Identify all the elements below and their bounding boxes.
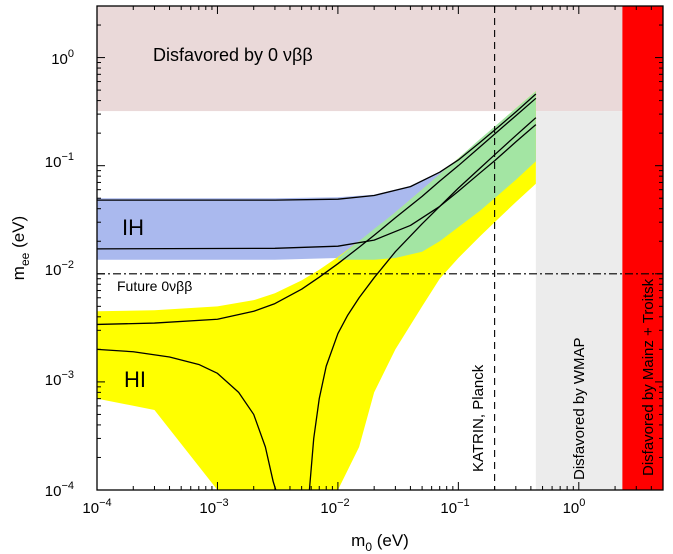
y-axis-label: mee (eV) (9, 216, 32, 280)
katrin-planck-label: KATRIN, Planck (470, 364, 487, 472)
plot-frame (96, 5, 664, 491)
y-tick-label: 10−3 (45, 369, 74, 389)
x-tick-label: 100 (563, 497, 586, 517)
region-label-0vbb: Disfavored by 0 νββ (153, 45, 313, 65)
y-tick-label: 10−4 (45, 480, 74, 500)
x-tick-label: 10−4 (82, 497, 111, 517)
region-disfavored-mainz-troitsk (622, 6, 663, 490)
region-label-wmap: Disfavored by WMAP (571, 337, 588, 480)
y-tick-labels: 10−4 10−3 10−2 10−1 100 (45, 48, 74, 500)
region-label-mainz-troitsk: Disfavored by Mainz + Troitsk (640, 278, 657, 476)
axis-ticks (96, 5, 664, 491)
y-tick-label: 100 (51, 48, 74, 68)
x-tick-label: 10−1 (440, 497, 469, 517)
mass-curve (308, 117, 537, 490)
hi-band-label: HI (124, 367, 146, 392)
future-0vbb-label: Future 0νββ (117, 278, 192, 294)
excluded-regions (97, 6, 663, 490)
mass-curve (97, 97, 537, 326)
x-tick-labels: 10−4 10−3 10−2 10−1 100 (82, 497, 585, 517)
y-tick-label: 10−1 (45, 151, 74, 171)
x-tick-label: 10−2 (320, 497, 349, 517)
mass-curve (97, 93, 537, 201)
mass-curve (97, 348, 277, 490)
x-axis-label: m0 (eV) (351, 531, 409, 554)
mass-curves (97, 93, 537, 490)
reference-lines (97, 6, 663, 490)
y-tick-label: 10−2 (45, 259, 74, 279)
x-tick-label: 10−3 (199, 497, 228, 517)
region-disfavored-wmap (535, 111, 623, 490)
chart-text: Disfavored by 0 νββ Disfavored by WMAP D… (117, 45, 657, 480)
plot-area (97, 6, 663, 490)
ih-band-label: IH (122, 215, 144, 240)
